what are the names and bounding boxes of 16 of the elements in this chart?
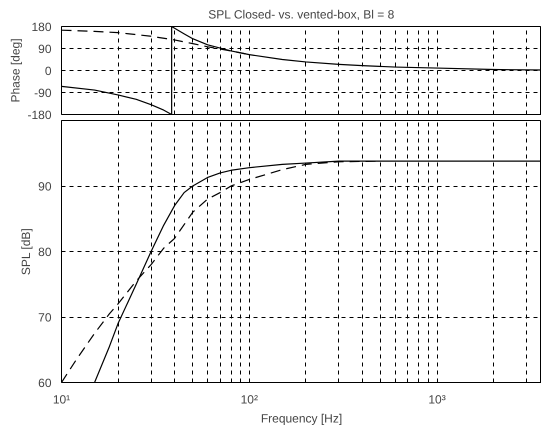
chart-title: SPL Closed- vs. vented-box, Bl = 8 [208,8,395,22]
y-tick-label: 0 [44,64,52,78]
y-tick-label: 180 [31,20,52,34]
x-tick-label: 10¹ [52,392,70,406]
x-tick-label: 10² [240,392,258,406]
y-tick-label: 60 [38,376,52,390]
y-tick-label: 90 [38,180,52,194]
y-tick-label: 90 [38,42,52,56]
x-tick-label: 10³ [428,392,446,406]
y-tick-label: -180 [27,108,52,122]
y-tick-label: 80 [38,245,52,259]
y-tick-label: -90 [34,86,52,100]
y-axis-title: Phase [deg] [8,38,22,103]
y-tick-label: 70 [38,310,52,324]
y-axis-title: SPL [dB] [19,228,34,276]
x-axis-title: Frequency [Hz] [260,412,342,426]
